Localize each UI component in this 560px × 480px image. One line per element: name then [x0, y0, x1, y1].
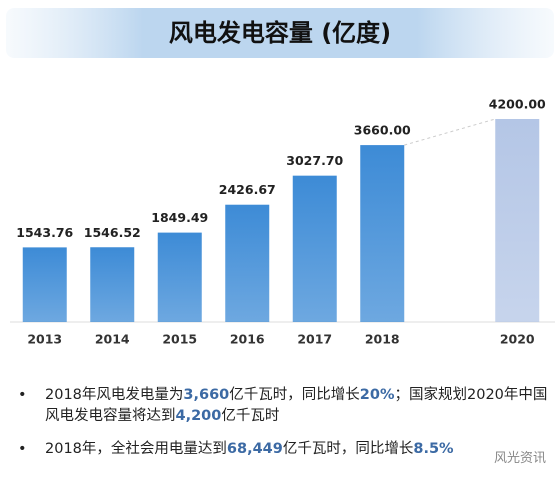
value-label: 4200.00 [489, 97, 546, 112]
chart: 风电发电容量 (亿度) 2013 1543.76 2014 1546.52 2015 18… [6, 8, 555, 347]
notes: 2018年风电发电量为3,660亿千瓦时，同比增长20%；国家规划2020年中国… [18, 385, 548, 472]
value-label: 3660.00 [354, 123, 411, 138]
x-tick-label: 2016 [230, 332, 265, 347]
bar [495, 119, 540, 322]
bar [157, 232, 202, 322]
note: 2018年风电发电量为3,660亿千瓦时，同比增长20%；国家规划2020年中国… [18, 385, 548, 427]
x-tick-label: 2020 [500, 332, 535, 347]
value-label: 2426.67 [219, 182, 276, 197]
note: 2018年，全社会用电量达到68,449亿千瓦时，同比增长8.5% [18, 439, 548, 460]
x-tick-label: 2014 [95, 332, 130, 347]
note-text: ；国家规划2020年中国风电发电容量将达到 [45, 387, 548, 424]
note-highlight: 68,449 [226, 441, 283, 457]
x-tick-label: 2017 [297, 332, 332, 347]
value-label: 1849.49 [151, 210, 208, 225]
value-label: 1546.52 [84, 225, 141, 240]
bar [225, 204, 270, 322]
bar [22, 247, 67, 322]
note-text: 亿千瓦时，同比增长 [282, 441, 414, 457]
note-highlight: 20% [359, 387, 395, 403]
note-text: 2018年，全社会用电量达到 [45, 441, 227, 457]
note-text: 亿千瓦时，同比增长 [229, 387, 360, 403]
x-tick-label: 2018 [365, 332, 400, 347]
trend-line [404, 118, 496, 146]
x-tick-label: 2015 [162, 332, 197, 347]
note-text: 亿千瓦时 [221, 408, 280, 424]
bar [360, 145, 405, 322]
value-label: 3027.70 [286, 153, 343, 168]
note-highlight: 8.5% [413, 441, 454, 457]
note-highlight: 3,660 [183, 387, 230, 403]
bar [90, 247, 135, 322]
note-highlight: 4,200 [175, 408, 222, 424]
bar [292, 175, 337, 322]
watermark: 风光资讯 [491, 447, 548, 466]
title-banner [6, 8, 554, 58]
note-text: 2018年风电发电量为 [45, 387, 184, 403]
chart-title: 风电发电容量 (亿度) [169, 19, 391, 47]
x-tick-label: 2013 [27, 332, 62, 347]
value-label: 1543.76 [16, 225, 73, 240]
